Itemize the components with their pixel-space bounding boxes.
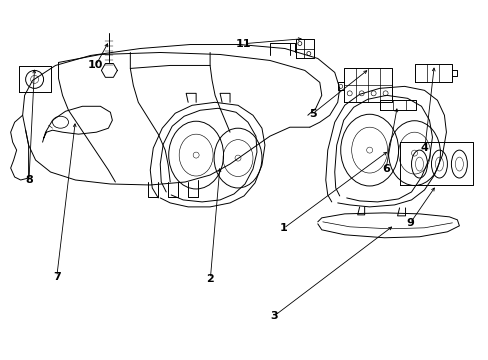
Text: 2: 2 xyxy=(206,274,214,284)
Text: 7: 7 xyxy=(53,272,61,282)
Text: 10: 10 xyxy=(88,60,103,70)
Text: 3: 3 xyxy=(269,311,277,321)
Text: 1: 1 xyxy=(279,224,287,233)
Text: 8: 8 xyxy=(25,175,33,185)
Text: 6: 6 xyxy=(381,164,389,174)
Text: 9: 9 xyxy=(406,218,413,228)
Text: 11: 11 xyxy=(235,39,251,49)
Text: 4: 4 xyxy=(420,143,428,153)
Text: 5: 5 xyxy=(308,109,316,119)
